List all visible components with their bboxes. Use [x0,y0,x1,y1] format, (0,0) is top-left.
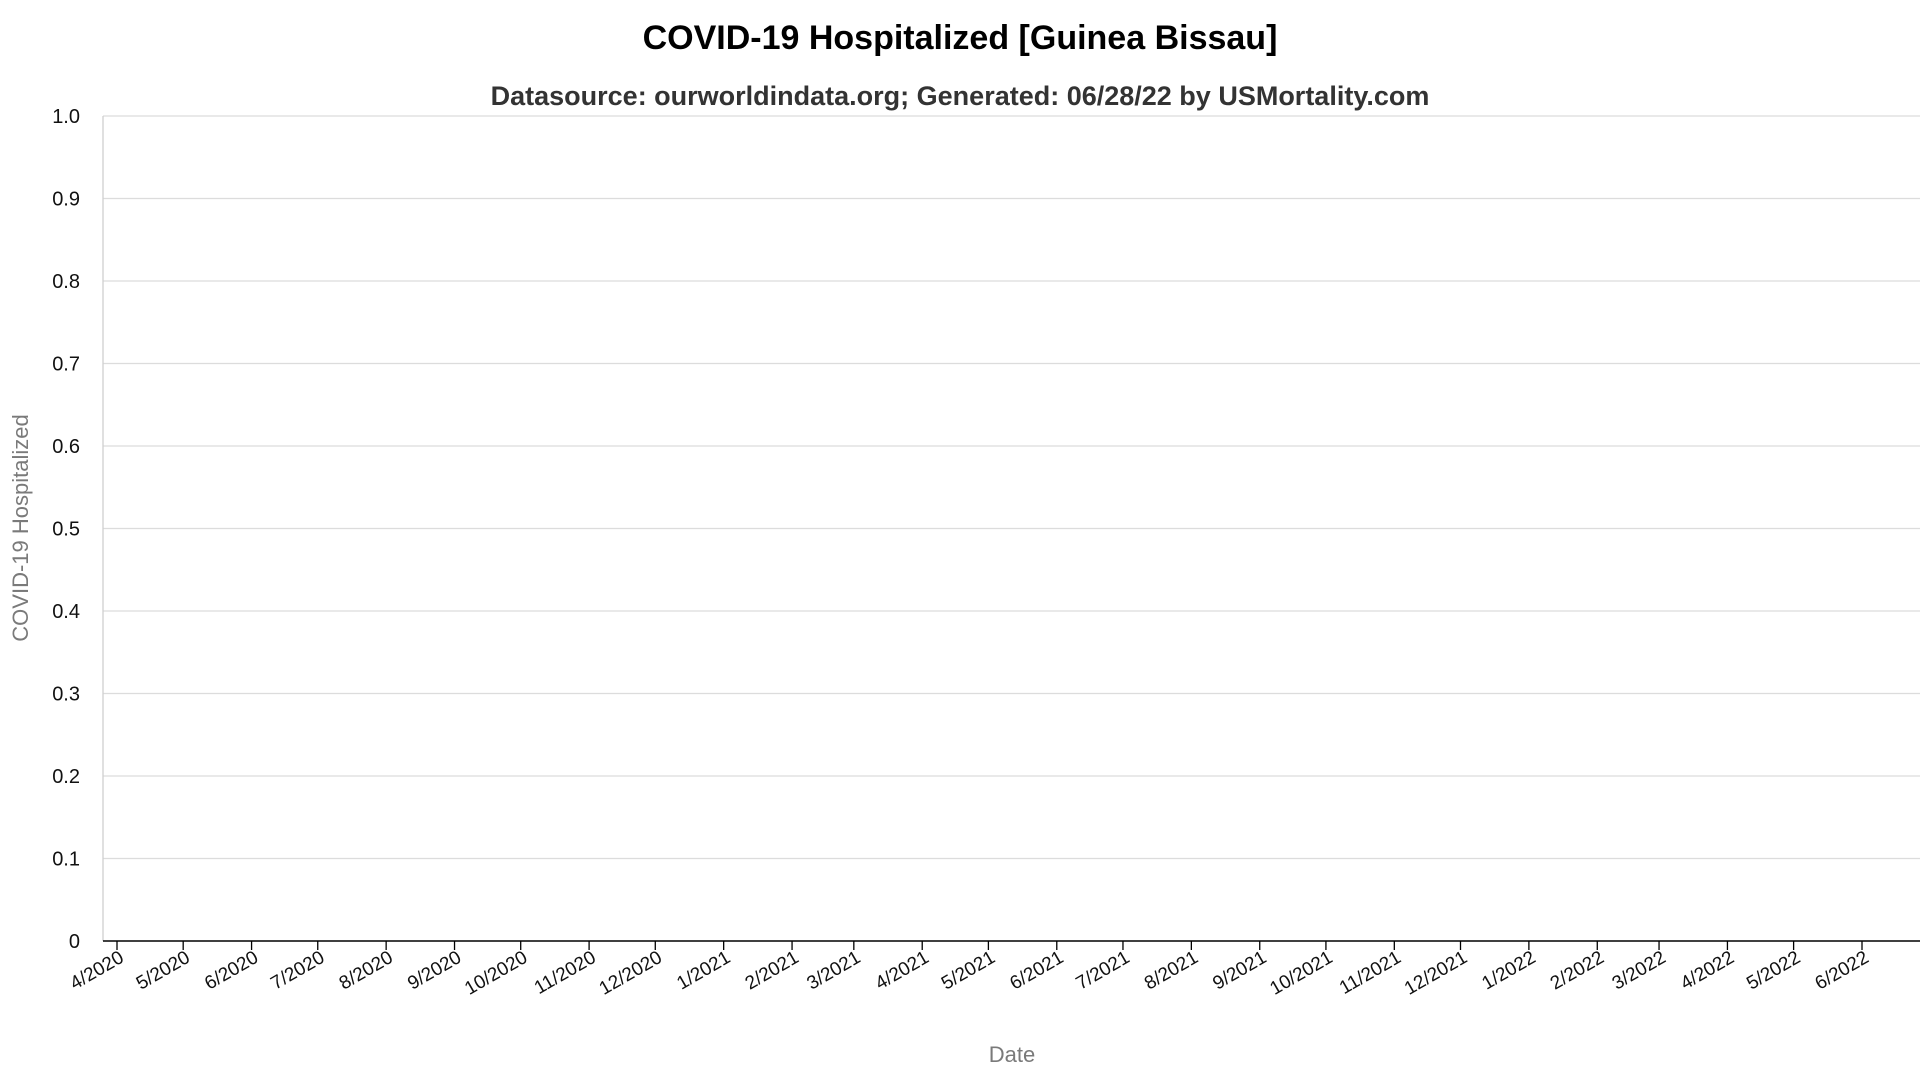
x-tick-label: 12/2020 [596,947,666,1000]
x-tick-label: 7/2021 [1073,947,1134,994]
y-axis-label: COVID-19 Hospitalized [8,414,33,641]
x-tick-label: 6/2021 [1006,947,1067,994]
x-tick-label: 12/2021 [1401,947,1471,1000]
x-tick-label: 5/2022 [1743,947,1804,994]
x-tick-label: 6/2020 [201,947,262,994]
x-tick-label: 8/2020 [336,947,397,994]
x-tick-label: 4/2021 [872,947,933,994]
x-tick-label: 4/2022 [1677,947,1738,994]
y-tick-label: 0 [69,931,80,953]
y-tick-label: 1.0 [52,106,80,128]
x-tick-label: 4/2020 [67,947,128,994]
x-tick-label: 10/2021 [1266,947,1336,1000]
y-tick-label: 0.2 [52,766,80,788]
x-tick-label: 5/2021 [938,947,999,994]
x-tick-label: 1/2022 [1479,947,1540,994]
y-tick-label: 0.4 [52,601,80,623]
y-axis-ticks: 0 0.1 0.2 0.3 0.4 0.5 0.6 0.7 0.8 0.9 1.0 [52,106,80,953]
x-tick-label: 5/2020 [133,947,194,994]
x-tick-label: 11/2020 [531,947,600,999]
x-tick-label: 11/2021 [1336,947,1405,999]
x-tick-label: 3/2022 [1609,947,1670,994]
y-tick-label: 0.5 [52,519,80,541]
y-tick-label: 0.7 [52,354,80,376]
gridlines [103,115,1920,860]
chart-title: COVID-19 Hospitalized [Guinea Bissau] [643,19,1278,57]
x-tick-label: 9/2021 [1209,947,1270,994]
x-tick-label: 2/2022 [1547,947,1608,994]
x-tick-label: 9/2020 [404,947,465,994]
x-axis-ticks: 4/2020 5/2020 6/2020 7/2020 8/2020 9/202010/2… [67,941,1873,1000]
x-tick-label: 7/2020 [267,947,328,994]
x-tick-label: 2/2021 [742,947,803,994]
y-tick-label: 0.9 [52,189,80,211]
x-tick-label: 3/2021 [803,947,864,994]
y-tick-label: 0.6 [52,436,80,458]
y-tick-label: 0.1 [52,849,80,871]
chart-subtitle: Datasource: ourworldindata.org; Generate… [491,81,1430,111]
x-tick-label: 8/2021 [1141,947,1202,994]
x-tick-label: 1/2021 [673,947,734,994]
y-tick-label: 0.3 [52,684,80,706]
x-tick-label: 6/2022 [1812,947,1873,994]
x-tick-label: 10/2020 [461,947,531,1000]
y-tick-label: 0.8 [52,271,80,293]
x-axis-label: Date [989,1042,1035,1067]
